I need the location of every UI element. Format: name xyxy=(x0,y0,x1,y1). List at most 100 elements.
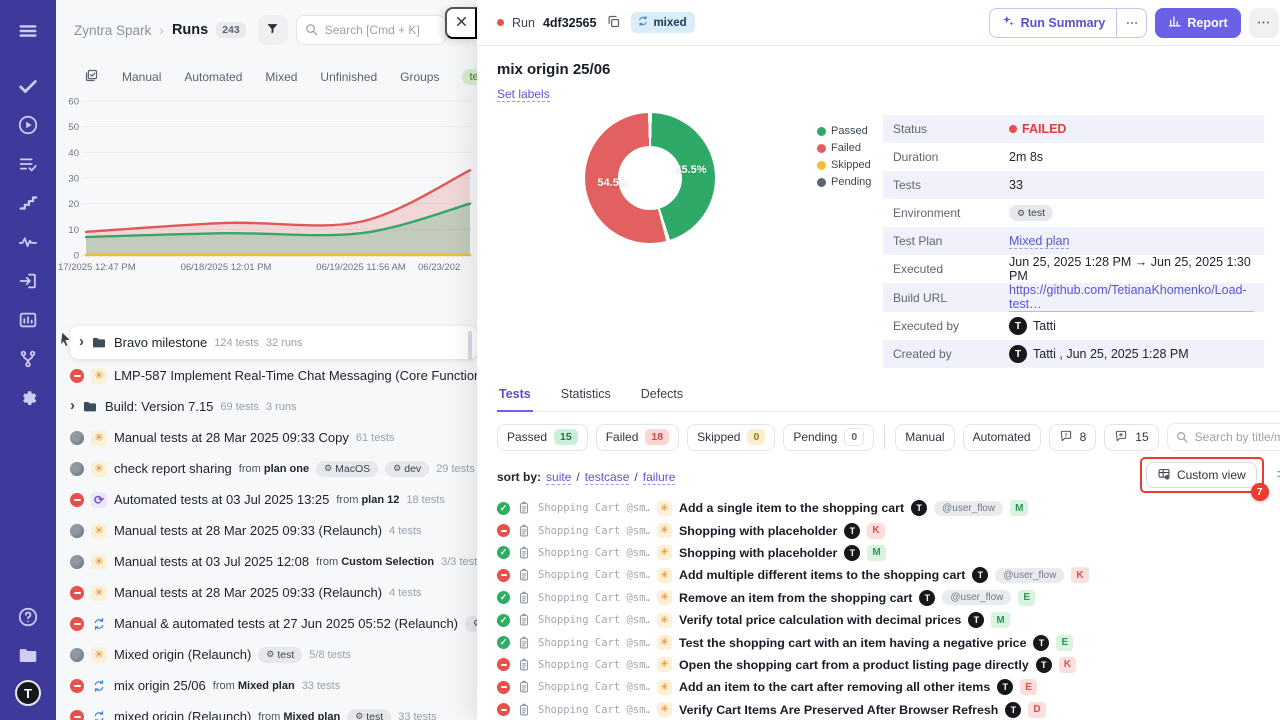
run-title: Manual tests at 28 Mar 2025 09:33 (Relau… xyxy=(114,523,383,538)
run-list-item[interactable]: Manual & automated tests at 27 Jun 2025 … xyxy=(70,608,477,639)
test-list-item[interactable]: ✓ Shopping Cart @sm… ✳ Shopping with pla… xyxy=(497,542,1280,564)
more-options-button[interactable] xyxy=(1248,7,1279,38)
run-list-item[interactable]: ✳ LMP-587 Implement Real-Time Chat Messa… xyxy=(70,360,477,391)
settings-gear-icon[interactable] xyxy=(13,383,43,413)
mixed-run-icon xyxy=(91,616,107,632)
play-circle-icon[interactable] xyxy=(13,110,43,140)
comment-plus-icon xyxy=(1114,429,1128,446)
test-failed-icon xyxy=(497,524,510,538)
assignee-badge: M xyxy=(991,612,1010,629)
tab-env-badge[interactable]: test xyxy=(462,69,477,85)
run-summary-more-button[interactable] xyxy=(1116,8,1146,37)
select-runs-icon[interactable] xyxy=(84,68,99,86)
chevron-right-icon[interactable]: › xyxy=(79,333,84,350)
legend-dot xyxy=(817,160,826,170)
run-status-aborted-icon xyxy=(70,430,84,445)
run-list-item[interactable]: ✳ Manual tests at 28 Mar 2025 09:33 (Rel… xyxy=(70,577,477,608)
filter-passed-button[interactable]: Passed 15 xyxy=(497,423,588,451)
help-icon[interactable] xyxy=(13,602,43,632)
tab-manual[interactable]: Manual xyxy=(122,70,162,84)
tab-groups[interactable]: Groups xyxy=(400,70,440,84)
run-meta: 29 tests xyxy=(436,462,475,475)
run-list-item[interactable]: ✳ Mixed origin (Relaunch) ⚙ test 5/8 test… xyxy=(70,639,477,670)
activity-icon[interactable] xyxy=(13,227,43,257)
run-list-item[interactable]: mix origin 25/06 from Mixed plan 33 test… xyxy=(70,670,477,701)
run-list-item[interactable]: › Build: Version 7.15 69 tests 3 runs xyxy=(70,391,477,422)
filter-button[interactable] xyxy=(257,15,288,45)
runs-search-input[interactable] xyxy=(295,15,446,45)
custom-view-button[interactable]: Custom view xyxy=(1145,462,1257,488)
test-list-item[interactable]: Shopping Cart @sm… ✳ Shopping with place… xyxy=(497,519,1280,541)
test-list-item[interactable]: ✓ Shopping Cart @sm… ✳ Remove an item fr… xyxy=(497,587,1280,609)
filter-pending-button[interactable]: Pending 0 xyxy=(783,423,875,451)
copy-run-id-button[interactable] xyxy=(604,12,623,34)
run-list-item[interactable]: ✳ Manual tests at 03 Jul 2025 12:08 from… xyxy=(70,546,477,577)
detail-row-executed: Executed Jun 25, 2025 1:28 PM → Jun 25, … xyxy=(893,255,1251,283)
report-button[interactable]: Report xyxy=(1155,7,1241,38)
copy-icon xyxy=(606,14,621,32)
check-icon[interactable] xyxy=(13,71,43,101)
test-list-item[interactable]: Shopping Cart @sm… ✳ Open the shopping c… xyxy=(497,654,1280,676)
projects-folder-icon[interactable] xyxy=(13,641,43,671)
test-plan-link[interactable]: Mixed plan xyxy=(1009,233,1070,249)
menu-icon[interactable] xyxy=(13,16,43,46)
tab-unfinished[interactable]: Unfinished xyxy=(320,70,378,84)
build-url-link[interactable]: https://github.com/TetianaKhomenko/Load-… xyxy=(1009,283,1254,312)
tab-mixed[interactable]: Mixed xyxy=(265,70,298,84)
run-list-item[interactable]: ✳ Manual tests at 28 Mar 2025 09:33 Copy… xyxy=(70,422,477,453)
svg-text:06/19/2025 11:56 AM: 06/19/2025 11:56 AM xyxy=(316,262,406,273)
set-labels-link[interactable]: Set labels xyxy=(497,87,550,102)
avatar: T xyxy=(1009,345,1027,363)
runs-filter-tabs: Manual Automated Mixed Unfinished Groups… xyxy=(56,46,477,86)
user-avatar[interactable]: T xyxy=(15,680,41,706)
test-list-item[interactable]: ✓ Shopping Cart @sm… ✳ Verify total pric… xyxy=(497,609,1280,631)
run-list-item[interactable]: ✳ Manual tests at 28 Mar 2025 09:33 (Rel… xyxy=(70,515,477,546)
sort-testcase-link[interactable]: testcase xyxy=(584,469,630,485)
filter-failed-button[interactable]: Failed 18 xyxy=(595,423,680,451)
filter-manual-button[interactable]: Manual xyxy=(895,423,955,451)
breadcrumb-project[interactable]: Zyntra Spark xyxy=(74,22,152,38)
assignee-badge: K xyxy=(1058,656,1076,673)
svg-text:50: 50 xyxy=(68,122,79,133)
test-search-input[interactable] xyxy=(1166,423,1280,451)
run-list-item[interactable]: ⟳ Automated tests at 03 Jul 2025 13:25 f… xyxy=(70,484,477,515)
run-meta: 69 tests xyxy=(220,400,259,413)
run-detail-drawer: Run 4df32565 mixed Run Summary xyxy=(445,0,1280,720)
run-list-item[interactable]: ✳ check report sharing from plan one ⚙ Ma… xyxy=(70,453,477,484)
svg-text:30: 30 xyxy=(68,174,79,185)
run-title: mix origin 25/06 xyxy=(114,678,206,693)
reports-icon[interactable] xyxy=(13,305,43,335)
detail-row-status: Status FAILED xyxy=(883,115,1264,143)
filter-skipped-button[interactable]: Skipped 0 xyxy=(687,423,776,451)
test-list-item[interactable]: ✓ Shopping Cart @sm… ✳ Add a single item… xyxy=(497,497,1280,519)
runs-scrollbar-thumb[interactable] xyxy=(468,331,472,360)
run-list-item[interactable]: › Bravo milestone 124 tests 32 runs xyxy=(59,326,477,359)
tab-statistics[interactable]: Statistics xyxy=(560,387,611,401)
detail-tabs: Tests Statistics Defects xyxy=(497,387,1280,412)
test-list-icon[interactable] xyxy=(13,149,43,179)
tab-tests[interactable]: Tests xyxy=(497,387,533,412)
test-list-item[interactable]: ✓ Shopping Cart @sm… ✳ Test the shopping… xyxy=(497,631,1280,653)
sort-suite-link[interactable]: suite xyxy=(546,469,572,485)
run-id: 4df32565 xyxy=(542,15,597,30)
sign-in-icon[interactable] xyxy=(13,266,43,296)
legend-item: Failed xyxy=(817,142,871,154)
run-summary-button[interactable]: Run Summary xyxy=(990,9,1117,37)
workflow-icon[interactable] xyxy=(13,344,43,374)
chevron-right-icon[interactable]: › xyxy=(70,397,75,414)
tab-defects[interactable]: Defects xyxy=(640,387,684,401)
drawer-edge-close-button[interactable] xyxy=(445,7,477,39)
run-status-failed-icon xyxy=(70,709,84,720)
test-title: Shopping with placeholder xyxy=(679,545,838,560)
test-list-item[interactable]: Shopping Cart @sm… ✳ Verify Cart Items A… xyxy=(497,699,1280,720)
steps-icon[interactable] xyxy=(13,188,43,218)
test-list-item[interactable]: Shopping Cart @sm… ✳ Add multiple differ… xyxy=(497,564,1280,586)
filter-comments-button[interactable]: 15 xyxy=(1104,423,1159,451)
display-settings-button[interactable] xyxy=(1275,466,1280,485)
sort-failure-link[interactable]: failure xyxy=(642,469,676,485)
tab-automated[interactable]: Automated xyxy=(184,70,243,84)
filter-automated-button[interactable]: Automated xyxy=(962,423,1041,451)
filter-defects-button[interactable]: 8 xyxy=(1048,423,1097,451)
run-list-item[interactable]: mixed origin (Relaunch) from Mixed plan … xyxy=(70,701,477,720)
test-list-item[interactable]: Shopping Cart @sm… ✳ Add an item to the … xyxy=(497,676,1280,698)
